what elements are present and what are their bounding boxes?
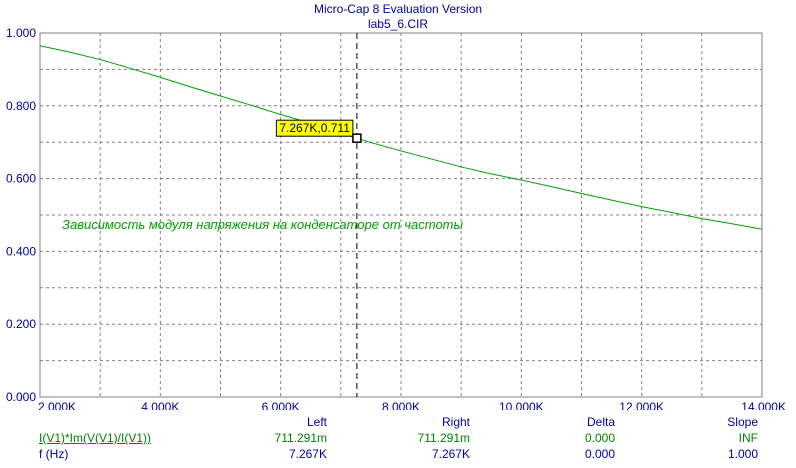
y-tick-label: 0.400: [6, 244, 36, 258]
readout-row-y-right: 711.291m: [417, 431, 470, 445]
window-title: Micro-Cap 8 Evaluation Version: [313, 2, 483, 16]
plot-annotation: Зависимость модуля напряжения на конденс…: [62, 217, 464, 232]
grid-lines: [40, 33, 762, 397]
readout-row-x-name: f (Hz): [39, 447, 69, 461]
header-slope: Slope: [727, 415, 758, 429]
x-tick-label: 4.000K: [141, 400, 179, 410]
marker-label-box: [275, 119, 354, 137]
x-tick-label: 2.000K: [38, 400, 76, 410]
plot-frame: [39, 32, 763, 398]
readout-row-y-name[interactable]: I(V1)*Im(V(V1)/I(V1)): [39, 431, 152, 445]
circuit-file-name: lab5_6.CIR: [367, 17, 429, 31]
readout-row-y-slope: INF: [738, 431, 758, 445]
x-tick-label: 10.000K: [499, 400, 544, 410]
axis-ticks: 2.000K 4.000K 6.000K 8.000K 10.000K 12.000K 14…: [6, 26, 786, 410]
series-line: [39, 45, 763, 230]
x-tick-label: 6.000K: [262, 400, 300, 410]
y-tick-label: 0.000: [6, 390, 36, 404]
plot-area[interactable]: 2.000K 4.000K 6.000K 8.000K 10.000K 12.000K 14…: [0, 0, 796, 410]
cursor-point[interactable]: [352, 133, 362, 143]
x-tick-label: 14.000K: [741, 400, 786, 410]
readout-row-x-left: 7.267K: [288, 447, 327, 461]
header-left: Left: [306, 415, 327, 429]
readout-row-y-delta: 0.000: [584, 431, 615, 445]
header-delta: Delta: [586, 415, 615, 429]
readout-row-x-delta: 0.000: [584, 447, 615, 461]
x-tick-label: 8.000K: [382, 400, 420, 410]
header-right: Right: [441, 415, 470, 429]
x-tick-label: 12.000K: [619, 400, 664, 410]
readout-row-x-slope: 1.000: [727, 447, 758, 461]
y-tick-label: 0.200: [6, 317, 36, 331]
readout-row-x-right: 7.267K: [431, 447, 470, 461]
y-tick-label: 0.800: [6, 99, 36, 113]
readout-row-y-left: 711.291m: [274, 431, 327, 445]
marker-label: 7.267K,0.711: [279, 121, 350, 135]
y-tick-label: 1.000: [6, 26, 36, 40]
y-tick-label: 0.600: [6, 172, 36, 186]
